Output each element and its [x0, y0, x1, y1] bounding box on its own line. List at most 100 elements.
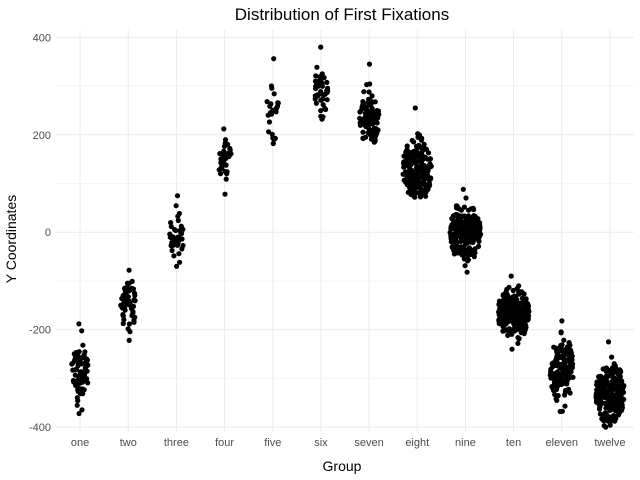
- data-point: [420, 147, 426, 153]
- data-point: [178, 223, 184, 229]
- data-point: [126, 267, 132, 273]
- y-tick-label: 0: [45, 227, 51, 239]
- data-point: [426, 181, 432, 187]
- data-point: [372, 137, 378, 143]
- data-point: [121, 286, 128, 292]
- x-axis-ticks: one two three four five six seven eight nine ten e…: [71, 437, 626, 449]
- data-point: [453, 234, 459, 240]
- data-point: [357, 115, 363, 121]
- data-point: [497, 299, 504, 305]
- data-point: [227, 147, 233, 153]
- data-point: [70, 378, 76, 384]
- data-point: [324, 89, 330, 95]
- data-point: [557, 377, 563, 383]
- data-point: [367, 81, 373, 87]
- data-point: [463, 195, 469, 201]
- data-point: [613, 416, 619, 422]
- group-eleven: [547, 318, 576, 415]
- data-point: [76, 387, 82, 393]
- data-point: [361, 89, 367, 95]
- data-point: [411, 181, 417, 187]
- data-point: [461, 245, 467, 251]
- data-point: [171, 253, 177, 259]
- data-point: [270, 140, 276, 147]
- data-point: [497, 306, 503, 312]
- data-point: [559, 408, 566, 414]
- data-point: [522, 325, 528, 331]
- data-point: [506, 284, 512, 290]
- data-point: [466, 218, 472, 224]
- data-point: [516, 304, 522, 311]
- data-point: [75, 353, 81, 359]
- data-point: [461, 204, 467, 210]
- data-point: [503, 290, 509, 296]
- data-point: [368, 102, 374, 108]
- data-point: [402, 172, 408, 178]
- data-point: [551, 386, 557, 392]
- data-point: [178, 230, 184, 236]
- data-point: [562, 392, 568, 398]
- data-point: [560, 380, 567, 387]
- chart-title: Distribution of First Fixations: [235, 5, 449, 24]
- data-point: [175, 213, 181, 219]
- data-point: [553, 359, 560, 365]
- data-point: [466, 246, 472, 253]
- data-point: [428, 175, 434, 181]
- data-point: [360, 129, 366, 135]
- data-point: [361, 100, 367, 106]
- data-point: [266, 119, 272, 125]
- data-point: [168, 220, 174, 226]
- data-point: [502, 310, 508, 316]
- data-point: [551, 374, 557, 380]
- data-point: [614, 368, 620, 374]
- data-point: [558, 329, 564, 335]
- data-point: [606, 368, 612, 374]
- data-point: [417, 185, 423, 191]
- data-point: [79, 328, 85, 334]
- data-point: [224, 169, 230, 175]
- data-point: [169, 247, 175, 254]
- data-point: [565, 365, 571, 371]
- group-twelve: [593, 339, 627, 430]
- data-point: [177, 259, 183, 265]
- data-point: [127, 329, 133, 335]
- data-point: [510, 314, 516, 320]
- data-point: [619, 407, 625, 413]
- data-point: [222, 137, 229, 143]
- data-point: [507, 326, 513, 332]
- data-point: [568, 350, 574, 356]
- data-point: [596, 406, 603, 412]
- data-point: [360, 121, 367, 127]
- data-point: [505, 332, 511, 338]
- data-point: [273, 109, 279, 115]
- data-point: [613, 408, 619, 414]
- data-point: [365, 108, 371, 114]
- data-point: [76, 360, 82, 366]
- data-point: [464, 226, 470, 232]
- data-point: [360, 135, 366, 142]
- data-point: [362, 116, 368, 122]
- data-point: [127, 287, 133, 294]
- data-point: [366, 130, 373, 136]
- data-point: [74, 402, 80, 408]
- data-point: [265, 112, 271, 118]
- data-point: [413, 143, 420, 149]
- data-point: [366, 120, 373, 126]
- data-point: [174, 193, 181, 199]
- data-point: [509, 346, 515, 352]
- data-point: [76, 410, 82, 417]
- data-point: [464, 269, 470, 275]
- data-point: [561, 358, 567, 364]
- data-point: [518, 289, 525, 295]
- data-point: [318, 44, 324, 50]
- data-point: [617, 368, 624, 374]
- y-tick-label: 200: [33, 130, 51, 142]
- group-six: [312, 44, 331, 122]
- data-point: [416, 133, 422, 139]
- data-point: [564, 344, 571, 350]
- data-point: [374, 120, 380, 126]
- data-point: [131, 319, 137, 325]
- data-point: [465, 213, 471, 219]
- data-point: [223, 162, 229, 168]
